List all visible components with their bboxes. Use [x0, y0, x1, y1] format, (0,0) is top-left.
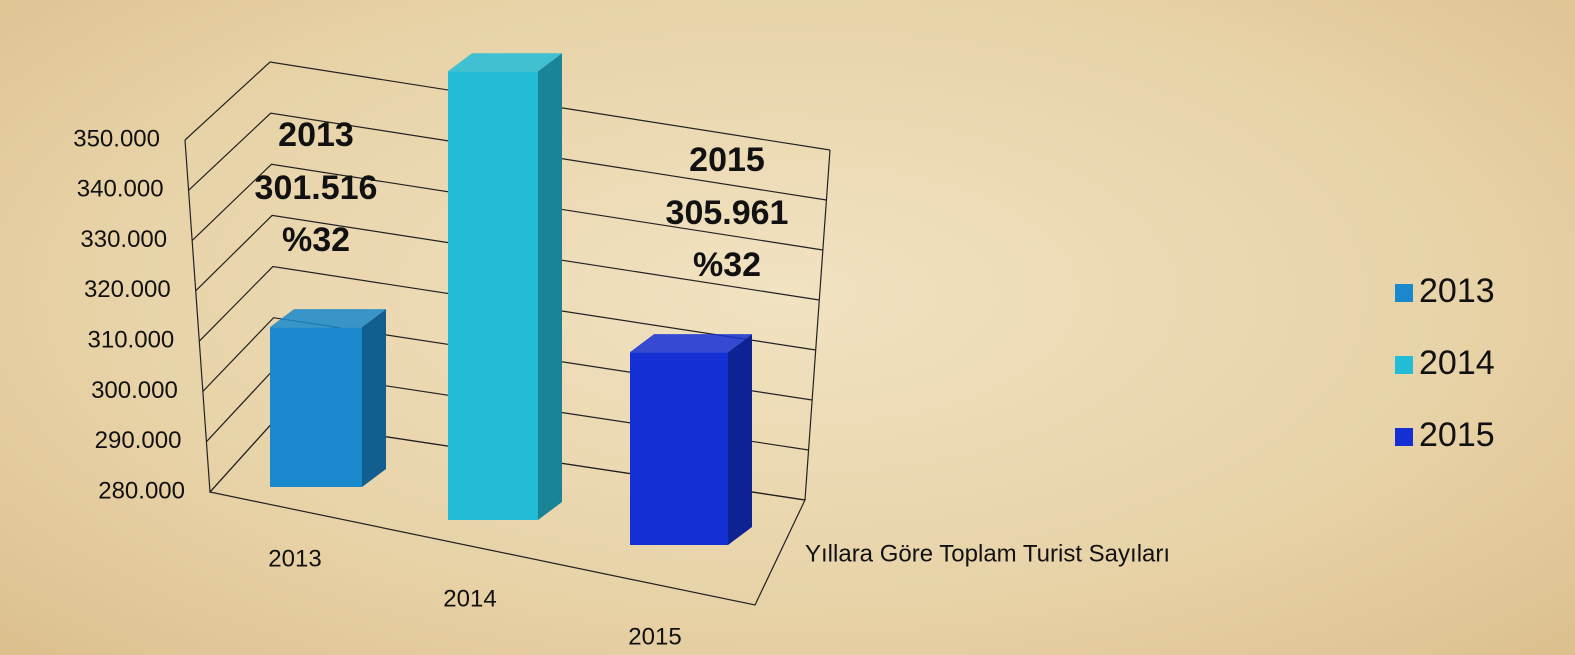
- x-tick-label: 2013: [268, 545, 321, 572]
- x-tick-label: 2015: [628, 623, 681, 650]
- data-label-category: 2015: [689, 141, 765, 179]
- legend-swatch: [1395, 356, 1413, 374]
- y-tick-label: 280.000: [98, 477, 185, 504]
- y-axis: [184, 139, 211, 493]
- legend-label: 2014: [1419, 344, 1495, 382]
- y-tick-label: 340.000: [77, 176, 164, 203]
- bar: [448, 71, 538, 521]
- grid-line: [195, 214, 820, 301]
- legend-swatch: [1395, 428, 1413, 446]
- bar-side: [538, 53, 562, 521]
- grid-line: [198, 265, 816, 351]
- data-label-share: %32: [693, 246, 761, 284]
- data-label-category: 2013: [278, 116, 354, 154]
- data-label-share: %36: [495, 0, 563, 3]
- y-tick-label: 300.000: [91, 377, 178, 404]
- bar-side: [362, 309, 386, 487]
- grid-line: [184, 61, 831, 151]
- data-label-value: 301.516: [255, 169, 378, 207]
- grid-line: [191, 163, 823, 251]
- bar: [270, 327, 362, 487]
- y-tick-label: 350.000: [73, 125, 160, 152]
- legend-label: 2015: [1419, 416, 1495, 454]
- x-tick-label: 2014: [443, 585, 496, 612]
- y-tick-label: 310.000: [88, 326, 175, 353]
- grid-line: [188, 112, 827, 201]
- bar-top: [630, 334, 752, 353]
- axis-label: Yıllara Göre Toplam Turist Sayıları: [805, 540, 1170, 567]
- y-tick-label: 290.000: [95, 427, 182, 454]
- bar-top: [448, 53, 562, 72]
- legend-label: 2013: [1419, 272, 1495, 310]
- bar-top: [270, 309, 386, 328]
- bar: [630, 352, 728, 545]
- bar-side: [728, 334, 752, 545]
- y-tick-label: 320.000: [84, 276, 171, 303]
- legend-swatch: [1395, 284, 1413, 302]
- data-label-share: %32: [282, 221, 350, 259]
- data-label-value: 305.961: [666, 194, 789, 232]
- y-tick-label: 330.000: [80, 226, 167, 253]
- right-edge: [804, 149, 831, 501]
